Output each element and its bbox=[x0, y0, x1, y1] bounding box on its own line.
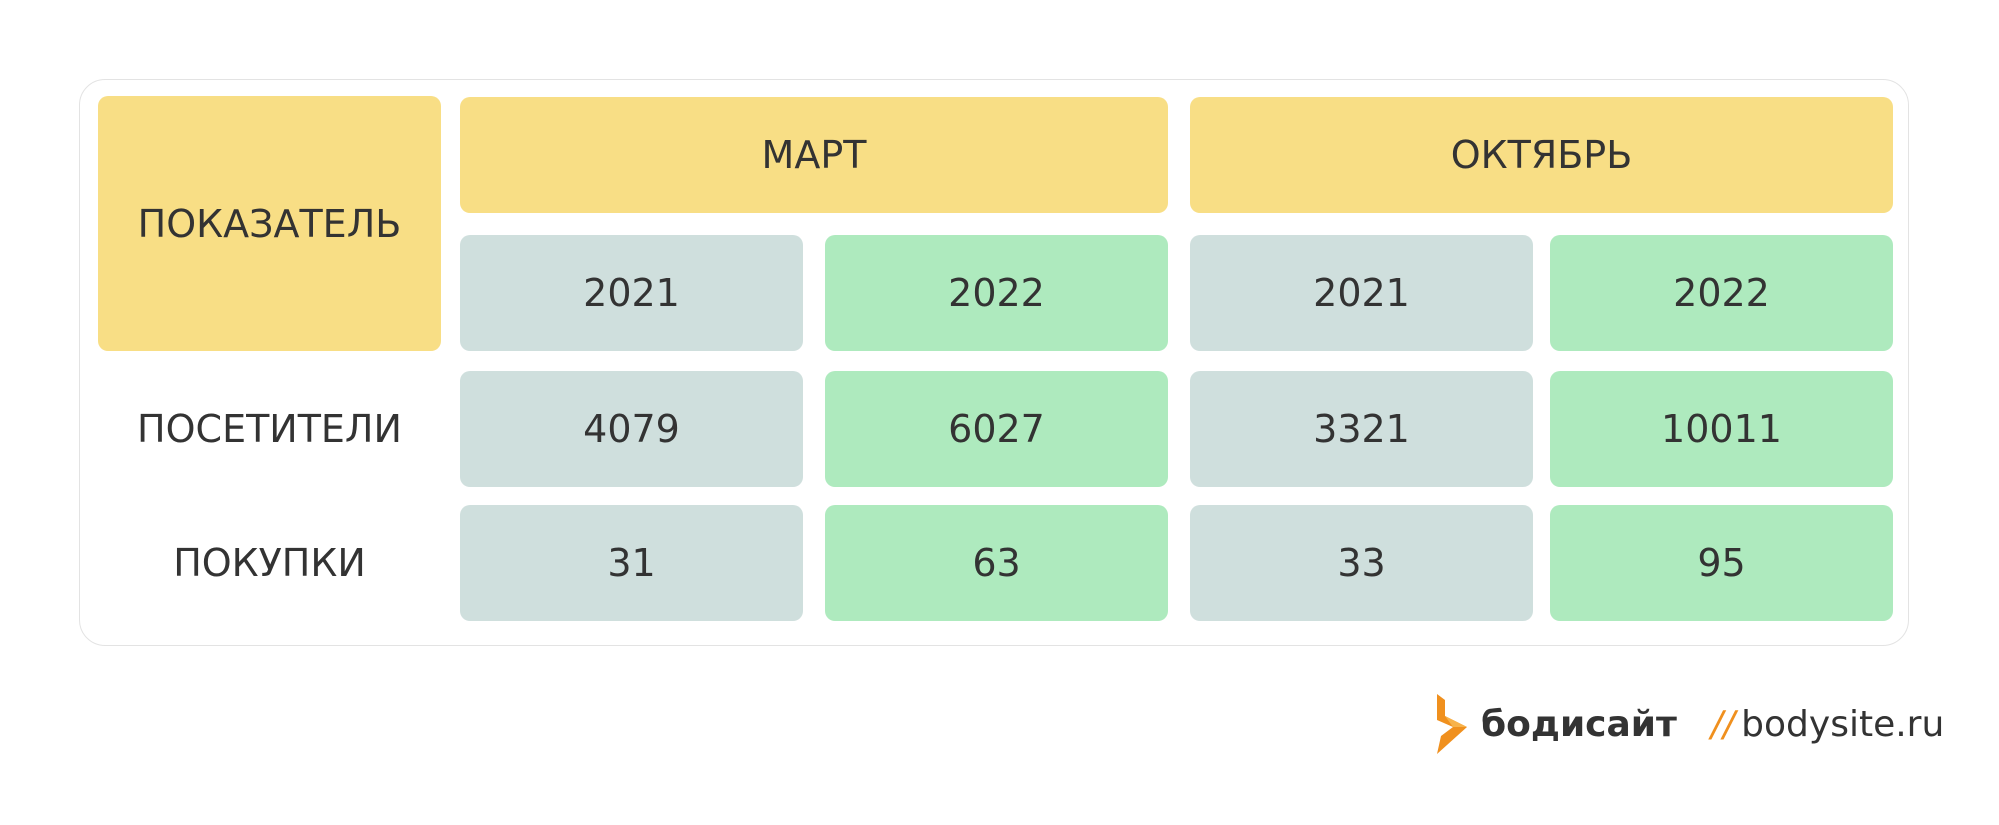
separator: // bbox=[1710, 703, 1736, 745]
value-cell: 3321 bbox=[1190, 371, 1533, 487]
value-cell: 4079 bbox=[460, 371, 803, 487]
year-header: 2022 bbox=[825, 235, 1168, 351]
value-cell: 31 bbox=[460, 505, 803, 621]
value-cell: 63 bbox=[825, 505, 1168, 621]
row-label: ПОСЕТИТЕЛИ bbox=[137, 407, 402, 451]
group-header: ОКТЯБРЬ bbox=[1190, 97, 1893, 213]
site: bodysite.ru bbox=[1741, 703, 1945, 745]
table-frame bbox=[79, 79, 1909, 646]
value-cell: 95 bbox=[1550, 505, 1893, 621]
row-label: ПОКУПКИ bbox=[173, 541, 366, 585]
year-header: 2021 bbox=[460, 235, 803, 351]
value-cell: 33 bbox=[1190, 505, 1533, 621]
year-header: 2021 bbox=[1190, 235, 1533, 351]
logo: бодисайт // bodysite.ru bbox=[1437, 694, 1945, 754]
group-header: МАРТ bbox=[460, 97, 1168, 213]
logo-icon bbox=[1437, 694, 1467, 754]
header-cell: ПОКАЗАТЕЛЬ bbox=[98, 96, 441, 351]
year-header: 2022 bbox=[1550, 235, 1893, 351]
value-cell: 10011 bbox=[1550, 371, 1893, 487]
value-cell: 6027 bbox=[825, 371, 1168, 487]
brand: бодисайт bbox=[1481, 703, 1677, 745]
